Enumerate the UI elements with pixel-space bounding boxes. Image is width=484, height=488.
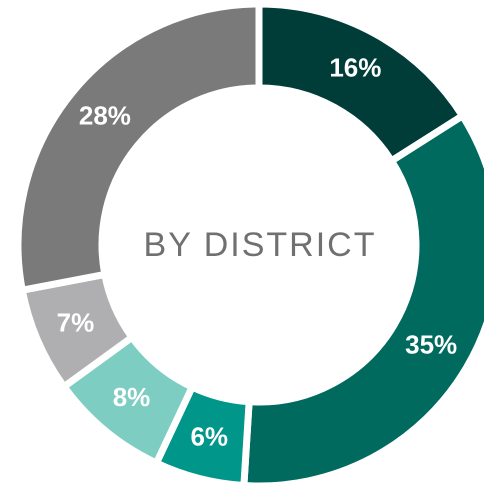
center-label: BY DISTRICT <box>144 226 377 264</box>
slice <box>14 0 263 295</box>
value-label: 16% <box>329 53 381 83</box>
slices <box>14 0 484 488</box>
value-label: 28% <box>79 100 131 130</box>
slice <box>240 111 484 488</box>
value-label: 6% <box>190 422 228 452</box>
value-label: 8% <box>113 382 151 412</box>
labels: 16% 35% 6% 8% 7% 28% <box>57 53 458 452</box>
value-label: 7% <box>57 307 95 337</box>
value-label: 35% <box>405 330 457 360</box>
